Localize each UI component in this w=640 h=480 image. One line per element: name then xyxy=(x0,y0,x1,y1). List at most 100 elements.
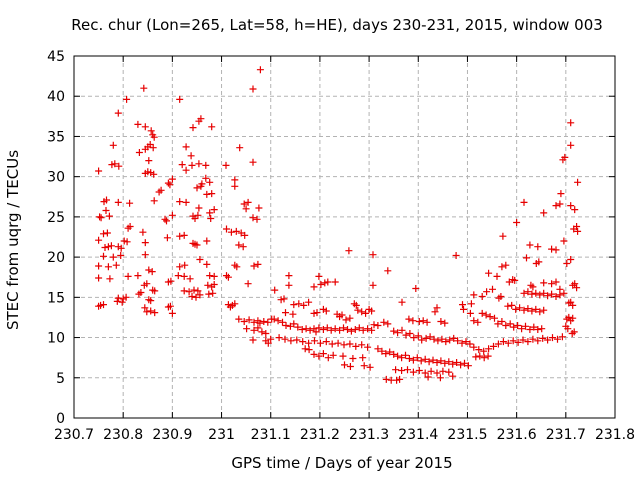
data-point xyxy=(394,352,402,360)
data-point xyxy=(370,321,378,329)
data-point xyxy=(139,228,147,236)
data-point xyxy=(524,338,532,346)
x-tick-label: 230.9 xyxy=(152,427,192,443)
data-point xyxy=(392,366,400,374)
data-point xyxy=(210,206,218,214)
data-point xyxy=(117,244,125,252)
data-point xyxy=(449,372,457,380)
data-point xyxy=(182,198,190,206)
data-point xyxy=(182,166,190,174)
y-tick-label: 45 xyxy=(47,49,65,65)
data-point xyxy=(422,334,430,342)
data-point xyxy=(484,352,492,360)
data-point xyxy=(174,272,182,280)
data-point xyxy=(419,317,427,325)
data-point xyxy=(552,246,560,254)
data-point xyxy=(249,214,257,222)
data-point xyxy=(260,318,268,325)
data-point xyxy=(147,297,155,305)
data-point xyxy=(293,336,301,344)
data-point xyxy=(449,360,457,368)
data-point xyxy=(112,261,120,269)
data-point xyxy=(231,176,239,184)
data-point xyxy=(475,346,483,354)
data-point xyxy=(461,359,468,367)
data-point xyxy=(351,326,359,333)
data-point xyxy=(163,234,171,242)
data-point xyxy=(208,123,216,131)
tick-labels: 230.7 230.8 230.9 231 231.1 231.2 231.3 231.4 23… xyxy=(47,49,635,443)
data-point xyxy=(529,335,537,343)
data-point xyxy=(287,337,295,345)
data-point xyxy=(369,251,377,259)
data-point xyxy=(552,202,560,210)
data-point xyxy=(556,200,564,208)
data-point xyxy=(390,327,398,335)
data-point xyxy=(264,318,272,326)
data-point xyxy=(341,361,348,369)
data-point xyxy=(560,237,568,245)
data-point xyxy=(146,141,154,148)
x-tick-label: 231 xyxy=(208,427,235,443)
data-point xyxy=(143,280,151,288)
data-point xyxy=(282,322,290,329)
x-tick-label: 231.4 xyxy=(398,427,438,443)
data-point xyxy=(315,324,323,332)
data-point xyxy=(409,317,417,325)
data-point xyxy=(310,309,318,317)
data-point xyxy=(359,326,367,334)
data-point xyxy=(409,356,417,364)
data-point xyxy=(124,272,132,280)
data-point xyxy=(532,305,540,313)
data-point xyxy=(415,318,423,325)
data-point xyxy=(250,326,258,334)
data-point xyxy=(466,340,474,348)
data-point xyxy=(323,324,331,332)
data-point xyxy=(437,318,445,325)
data-point xyxy=(104,243,112,251)
data-point xyxy=(206,178,214,186)
data-point xyxy=(340,341,348,349)
data-point xyxy=(552,278,560,286)
data-point xyxy=(145,157,153,165)
data-point xyxy=(313,309,321,317)
data-point xyxy=(227,228,235,236)
data-point xyxy=(430,335,438,343)
data-point xyxy=(544,292,552,300)
data-point xyxy=(346,314,354,322)
data-point xyxy=(233,263,241,271)
data-point xyxy=(499,338,507,346)
data-point xyxy=(298,326,306,333)
data-point xyxy=(232,227,240,235)
data-point xyxy=(193,184,201,192)
x-tick-label: 231.7 xyxy=(546,427,586,443)
data-point xyxy=(249,336,257,344)
data-point xyxy=(519,336,527,344)
data-point xyxy=(239,243,247,251)
data-point xyxy=(135,149,143,156)
data-point xyxy=(524,288,532,296)
data-point xyxy=(528,290,536,298)
data-point xyxy=(514,322,522,329)
data-point xyxy=(280,295,288,303)
data-point xyxy=(231,182,239,190)
data-point xyxy=(222,161,230,169)
data-point xyxy=(425,358,433,366)
data-point xyxy=(573,223,581,230)
data-point xyxy=(331,278,339,286)
data-point xyxy=(567,202,575,210)
data-point xyxy=(137,289,145,296)
data-point xyxy=(236,144,244,152)
data-point xyxy=(189,124,197,132)
data-point xyxy=(203,237,211,245)
data-point xyxy=(573,284,581,292)
tick-marks xyxy=(73,55,616,419)
data-point xyxy=(143,308,151,316)
data-point xyxy=(574,178,582,186)
data-point xyxy=(322,307,330,315)
data-point xyxy=(176,198,184,206)
y-tick-label: 10 xyxy=(47,331,65,347)
data-point xyxy=(107,242,115,250)
data-point xyxy=(522,322,529,330)
data-point xyxy=(406,330,414,337)
